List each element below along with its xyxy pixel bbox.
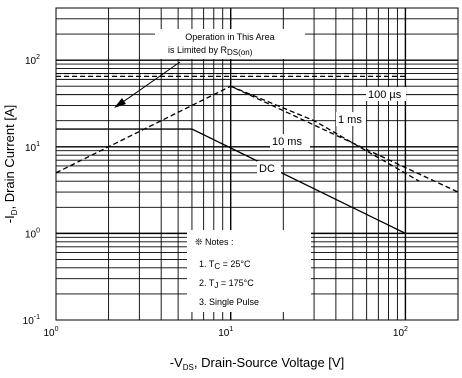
notes-box: [187, 230, 311, 312]
x-tick-label: 101: [218, 326, 233, 339]
y-tick-label: 102: [25, 54, 40, 67]
label-dc: DC: [259, 163, 275, 175]
y-tick-label: 100: [25, 227, 40, 240]
plot-frame: [55, 7, 459, 321]
x-tick-labels: 100 101 102: [43, 326, 408, 339]
note-2: 2. TJ = 175°C: [199, 278, 254, 290]
x-tick-label: 100: [43, 326, 58, 339]
label-10ms-bg: [270, 134, 310, 148]
operation-label-bg: [155, 29, 305, 59]
x-tick-label: 102: [393, 326, 408, 339]
y-tick-label: 10-1: [23, 314, 40, 327]
label-dc-bg: [257, 161, 281, 175]
label-1ms: 1 ms: [338, 114, 362, 126]
label-100us: 100 µs: [368, 89, 402, 101]
operation-label-line2: is Limited by RDS(on): [168, 45, 253, 57]
note-1: 1. TC = 25°C: [199, 259, 251, 271]
operation-label-line1: Operation in This Area: [185, 32, 274, 42]
x-axis-title: -VDS, Drain-Source Voltage [V]: [170, 355, 344, 372]
y-tick-label: 101: [25, 141, 40, 154]
label-100us-bg: [366, 87, 406, 101]
label-10ms: 10 ms: [272, 136, 302, 148]
series-line: [56, 128, 406, 234]
operation-arrow: [119, 61, 181, 105]
label-1ms-bg: [336, 112, 366, 126]
series-line: [55, 85, 459, 193]
notes-title: ❊ Notes :: [195, 237, 234, 247]
note-3: 3. Single Pulse: [199, 297, 259, 307]
series-line: [230, 85, 420, 182]
y-tick-labels: 10-1 100 101 102: [23, 54, 40, 327]
y-axis-title: -ID, Drain Current [A]: [2, 105, 19, 224]
series-lines: [55, 73, 459, 234]
operation-arrowhead: [114, 98, 126, 108]
